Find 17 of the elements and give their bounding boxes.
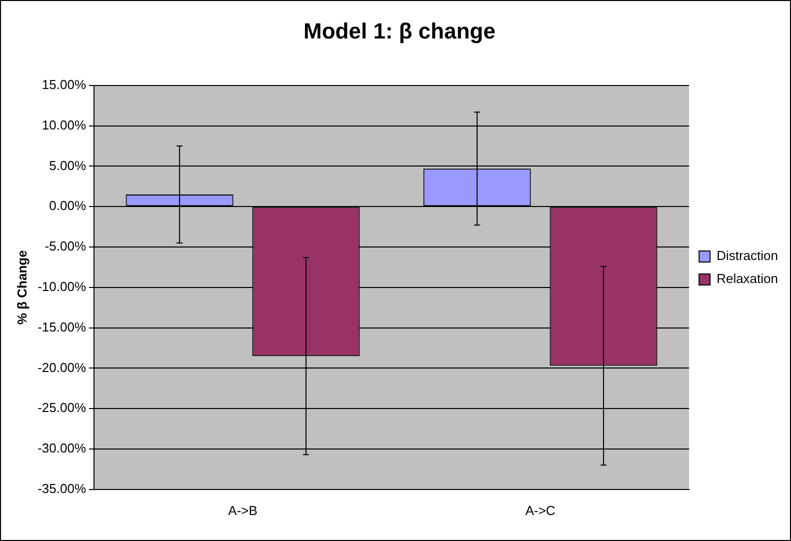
y-tick-label: -15.00% <box>38 319 86 334</box>
legend-label: Distraction <box>716 248 778 264</box>
y-tick-label: -20.00% <box>38 360 86 375</box>
y-tick-label: -10.00% <box>38 278 86 294</box>
y-tick-label: -5.00% <box>44 238 86 254</box>
y-tick-label: -25.00% <box>38 400 86 416</box>
y-tick-label: 15.00% <box>42 76 86 92</box>
chart-title: Model 1: β change <box>304 18 496 44</box>
y-tick-label: 0.00% <box>49 198 86 214</box>
x-tick-label: A->C <box>525 502 556 518</box>
x-tick-label: A->B <box>228 502 258 518</box>
y-axis-title: % β Change <box>14 250 30 325</box>
y-tick-label: 5.00% <box>49 158 86 173</box>
legend-label: Relaxation <box>716 271 778 286</box>
y-tick-label: -35.00% <box>38 480 86 496</box>
y-tick-label: 10.00% <box>42 117 86 132</box>
y-tick-label: -30.00% <box>38 440 86 456</box>
